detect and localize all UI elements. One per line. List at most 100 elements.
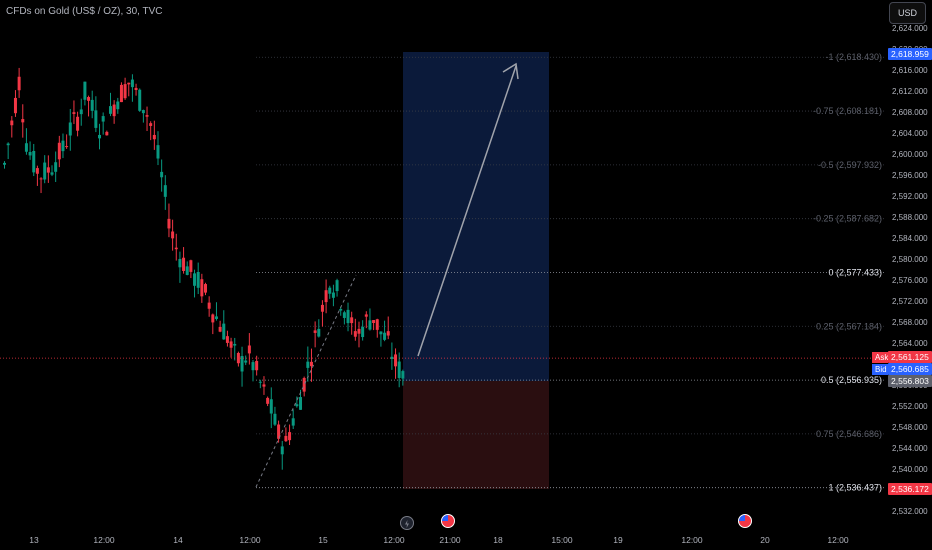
candle-body bbox=[54, 162, 58, 172]
candle-body bbox=[269, 399, 273, 414]
candle-body bbox=[277, 424, 281, 439]
candle-body bbox=[50, 172, 54, 175]
candle-body bbox=[79, 109, 83, 115]
us-flag-event-icon[interactable] bbox=[441, 514, 455, 528]
candle-body bbox=[280, 446, 284, 455]
ask-label: Ask bbox=[872, 352, 888, 363]
candle-body bbox=[328, 287, 332, 294]
y-tick-label: 2,584.000 bbox=[892, 234, 928, 243]
candle-body bbox=[342, 312, 346, 318]
candle-body bbox=[171, 231, 175, 239]
candle-body bbox=[309, 361, 313, 367]
trendline-dashed[interactable] bbox=[255, 274, 357, 488]
candle-body bbox=[196, 271, 200, 288]
candle-body bbox=[401, 371, 405, 379]
candle-body bbox=[46, 167, 50, 173]
candle-body bbox=[61, 140, 65, 152]
candle-body bbox=[43, 162, 47, 180]
time-axis: 13 12:00 14 12:00 15 12:00 21:00 18 15:00 19 12:00… bbox=[29, 535, 849, 545]
ask-price-tag: 2,561.125 bbox=[888, 351, 932, 363]
candle-body bbox=[156, 145, 160, 159]
candle-body bbox=[108, 106, 112, 114]
y-tick-label: 2,596.000 bbox=[892, 171, 928, 180]
candle-body bbox=[386, 331, 390, 336]
stop-price-tag: 2,536.172 bbox=[888, 483, 932, 495]
bid-label: Bid bbox=[872, 364, 888, 375]
candle-body bbox=[24, 143, 28, 152]
candle-body bbox=[313, 330, 317, 333]
candle-body bbox=[273, 413, 277, 425]
candle-body bbox=[76, 116, 80, 131]
candle-body bbox=[98, 134, 102, 139]
candle-body bbox=[379, 331, 383, 335]
projection-arrow[interactable] bbox=[417, 62, 519, 357]
x-tick-label: 12:00 bbox=[239, 535, 261, 545]
candle-body bbox=[357, 328, 361, 334]
candle-body bbox=[375, 319, 379, 330]
candle-body bbox=[105, 131, 109, 136]
candle-body bbox=[211, 314, 215, 323]
candle-body bbox=[295, 404, 299, 407]
candle-body bbox=[383, 332, 387, 340]
candle-body bbox=[320, 304, 324, 312]
candle-body bbox=[299, 397, 303, 410]
candle-body bbox=[236, 352, 240, 364]
candle-body bbox=[182, 257, 186, 271]
candle-body bbox=[3, 162, 6, 165]
price-axis: 2,532.0002,536.0002,540.0002,544.0002,54… bbox=[892, 24, 928, 516]
candle-body bbox=[390, 356, 394, 359]
candle-body bbox=[339, 308, 343, 311]
candle-body bbox=[364, 314, 368, 317]
candle-body bbox=[317, 328, 321, 337]
candle-body bbox=[200, 279, 204, 297]
candle-body bbox=[244, 360, 248, 363]
candle-body bbox=[394, 354, 398, 367]
y-tick-label: 2,548.000 bbox=[892, 423, 928, 432]
candle-body bbox=[222, 323, 226, 340]
candle-body bbox=[288, 432, 292, 441]
candle-body bbox=[284, 435, 288, 442]
candle-body bbox=[262, 384, 266, 387]
candle-body bbox=[119, 84, 123, 103]
candle-body bbox=[335, 280, 339, 292]
candle-body bbox=[68, 122, 72, 136]
candle-body bbox=[346, 309, 350, 324]
candle-body bbox=[247, 345, 251, 354]
x-tick-label: 12:00 bbox=[827, 535, 849, 545]
lightning-event-icon[interactable] bbox=[400, 516, 414, 530]
y-tick-label: 2,592.000 bbox=[892, 192, 928, 201]
candle-body bbox=[361, 326, 365, 338]
target-price-tag: 2,618.959 bbox=[888, 48, 932, 60]
candle-body bbox=[83, 81, 87, 100]
currency-button[interactable]: USD bbox=[889, 2, 926, 24]
candle-body bbox=[193, 273, 197, 286]
candle-body bbox=[185, 266, 189, 275]
y-tick-label: 2,568.000 bbox=[892, 318, 928, 327]
candle-body bbox=[225, 336, 229, 343]
x-tick-label: 15 bbox=[318, 535, 328, 545]
candle-body bbox=[152, 134, 156, 140]
candle-body bbox=[207, 302, 211, 309]
candle-body bbox=[302, 377, 306, 392]
y-tick-label: 2,624.000 bbox=[892, 24, 928, 33]
candle-body bbox=[72, 112, 76, 114]
x-tick-label: 19 bbox=[613, 535, 623, 545]
candle-body bbox=[251, 362, 255, 371]
x-tick-label: 14 bbox=[173, 535, 183, 545]
candle-body bbox=[167, 218, 171, 229]
candle-body bbox=[138, 89, 142, 111]
stop-loss-zone[interactable] bbox=[403, 381, 549, 489]
candle-body bbox=[13, 97, 17, 114]
fib-level-label: 0.25 (2,567.184) bbox=[816, 321, 882, 331]
profit-target-zone[interactable] bbox=[403, 52, 549, 381]
entry-price-tag: 2,556.803 bbox=[888, 375, 932, 387]
candle-body bbox=[204, 284, 207, 293]
x-tick-label: 12:00 bbox=[383, 535, 405, 545]
candle-body bbox=[28, 152, 32, 156]
candle-body bbox=[32, 150, 36, 173]
y-tick-label: 2,544.000 bbox=[892, 444, 928, 453]
y-tick-label: 2,612.000 bbox=[892, 87, 928, 96]
x-tick-label: 12:00 bbox=[93, 535, 115, 545]
us-flag-event-icon[interactable] bbox=[738, 514, 752, 528]
